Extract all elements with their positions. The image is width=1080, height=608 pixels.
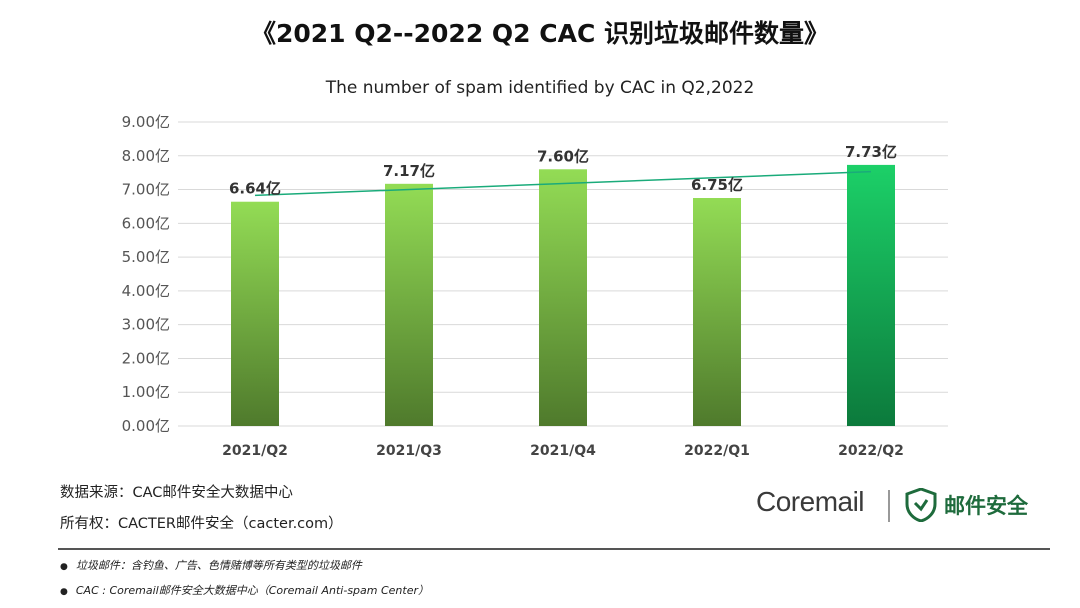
data-label: 7.73亿	[845, 143, 897, 161]
x-tick-label: 2021/Q3	[376, 443, 442, 459]
bar	[385, 183, 433, 426]
y-tick-label: 9.00亿	[122, 113, 170, 131]
y-tick-label: 8.00亿	[122, 147, 170, 165]
data-label: 6.64亿	[229, 180, 281, 198]
shield-icon	[905, 488, 937, 522]
bar	[847, 164, 895, 427]
bars	[231, 164, 895, 427]
copyright-text: 所有权：CACTER邮件安全（cacter.com）	[60, 516, 343, 532]
footnote-text: 垃圾邮件：含钓鱼、广告、色情赌博等所有类型的垃圾邮件	[75, 559, 362, 572]
trendline	[254, 170, 872, 197]
trend-line	[254, 170, 872, 197]
bar	[539, 169, 587, 427]
logo-area: Coremail 邮件安全	[756, 486, 1046, 526]
x-tick-label: 2022/Q2	[838, 443, 904, 459]
x-axis-ticks: 2021/Q2 2021/Q3 2021/Q4 2022/Q1 2022/Q2	[222, 443, 904, 459]
data-label: 7.60亿	[537, 147, 589, 165]
x-tick-label: 2021/Q4	[530, 443, 596, 459]
brand-name: 邮件安全	[944, 494, 1028, 518]
y-tick-label: 5.00亿	[122, 248, 170, 266]
footer-divider	[58, 548, 1050, 550]
y-tick-label: 4.00亿	[122, 282, 170, 300]
chart-title: The number of spam identified by CAC in …	[325, 78, 755, 98]
x-tick-label: 2021/Q2	[222, 443, 288, 459]
page-title: 《2021 Q2--2022 Q2 CAC 识别垃圾邮件数量》	[250, 19, 830, 48]
footnote: ● 垃圾邮件：含钓鱼、广告、色情赌博等所有类型的垃圾邮件	[60, 559, 362, 572]
y-tick-label: 1.00亿	[122, 383, 170, 401]
data-source-text: 数据来源：CAC邮件安全大数据中心	[60, 485, 293, 501]
footnote: ● CAC : Coremail邮件安全大数据中心（Coremail Anti-s…	[60, 584, 430, 597]
y-axis-ticks: 0.00亿 1.00亿 2.00亿 3.00亿 4.00亿 5.00亿 6.00亿 7.00亿…	[122, 113, 170, 435]
data-label: 6.75亿	[691, 176, 743, 194]
bar-chart: 0.00亿 1.00亿 2.00亿 3.00亿 4.00亿 5.00亿 6.00亿 7.00亿…	[122, 113, 948, 459]
y-tick-label: 6.00亿	[122, 214, 170, 232]
y-tick-label: 2.00亿	[122, 349, 170, 367]
bar	[693, 198, 741, 426]
y-tick-label: 0.00亿	[122, 417, 170, 435]
x-tick-label: 2022/Q1	[684, 443, 750, 459]
coremail-logo: Coremail	[756, 486, 865, 517]
y-tick-label: 3.00亿	[122, 316, 170, 334]
bar	[231, 201, 279, 426]
y-tick-label: 7.00亿	[122, 181, 170, 199]
data-label: 7.17亿	[383, 162, 435, 180]
footnote-text: CAC : Coremail邮件安全大数据中心（Coremail Anti-sp…	[75, 584, 430, 597]
logo-divider	[888, 490, 890, 522]
data-labels: 6.64亿 7.17亿 7.60亿 6.75亿 7.73亿	[229, 143, 897, 198]
